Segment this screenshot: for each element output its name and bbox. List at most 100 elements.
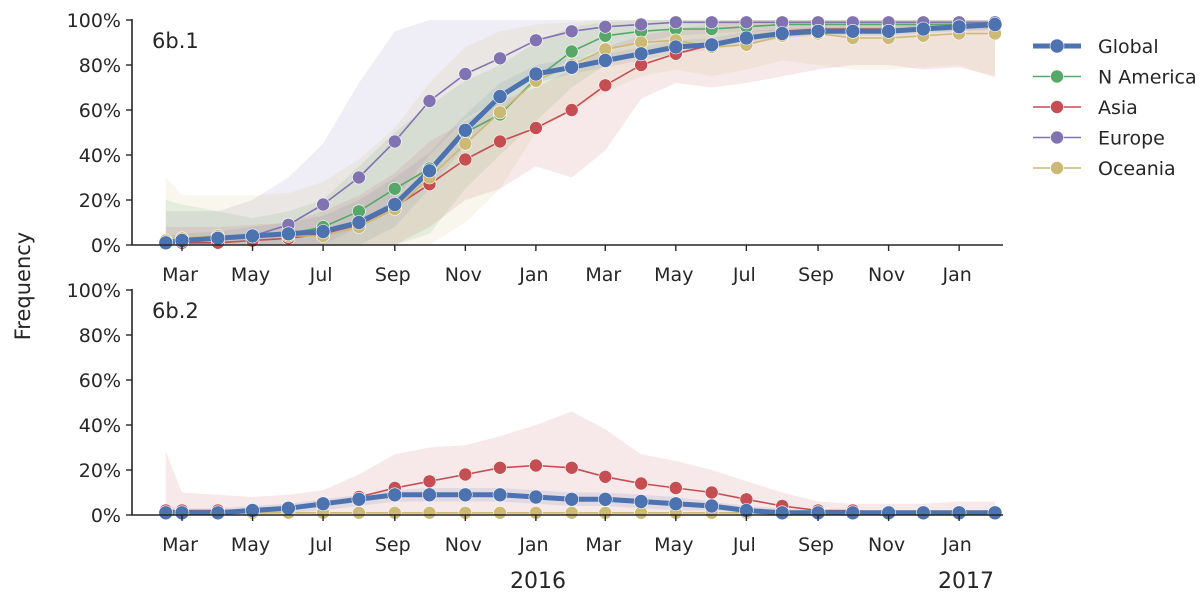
point-global — [492, 487, 508, 503]
y-tick-label: 40% — [79, 415, 121, 437]
panel-6b1: 0% 20% 40% 60% 80% 100% Mar May Jul Sep Nov Jan Mar M… — [67, 10, 1003, 286]
point-global — [668, 39, 684, 55]
point-global — [245, 228, 260, 244]
x-tick-label: Jan — [518, 534, 548, 556]
point-europe — [529, 33, 543, 48]
panel-label: 6b.1 — [152, 29, 199, 53]
point-global — [564, 491, 580, 507]
x-tick-label: May — [654, 534, 693, 556]
y-axis-label: Frequency — [11, 232, 35, 341]
legend-item-n-america: N America — [1033, 67, 1197, 89]
point-global — [951, 19, 967, 35]
point-global — [564, 60, 580, 75]
point-global — [881, 23, 896, 39]
point-global — [597, 491, 613, 507]
x-tick-label: Sep — [798, 534, 834, 556]
point-global — [457, 487, 473, 503]
point-europe — [668, 15, 683, 30]
point-oceania — [564, 505, 579, 520]
point-global — [987, 505, 1003, 521]
y-tick-label: 40% — [79, 145, 121, 167]
point-global — [845, 23, 861, 39]
point-asia — [458, 152, 473, 167]
y-tick-label: 20% — [79, 460, 121, 482]
point-asia — [598, 469, 613, 484]
x-tick-label: Sep — [798, 264, 834, 286]
point-asia — [704, 485, 719, 500]
point-asia — [598, 78, 613, 93]
year-labels: 2016 2017 — [510, 569, 994, 592]
point-global — [915, 21, 931, 37]
point-global — [739, 30, 754, 46]
point-global — [633, 494, 649, 509]
point-global — [845, 505, 861, 521]
x-tick-label: Mar — [162, 264, 198, 286]
x-tick-label: Jul — [309, 534, 333, 556]
y-tick-label: 0% — [91, 505, 121, 527]
point-asia — [493, 134, 507, 149]
y-tick-label: 60% — [79, 370, 121, 392]
point-oceania — [493, 105, 507, 120]
legend: Global N America Asia Europe Oceania — [1033, 36, 1197, 180]
year-label: 2017 — [938, 569, 994, 592]
point-global — [915, 505, 931, 521]
point-global — [281, 226, 296, 242]
x-tick-label: Nov — [868, 264, 905, 286]
legend-label: Oceania — [1098, 158, 1176, 180]
x-tick-label: Nov — [868, 534, 905, 556]
point-asia — [529, 458, 543, 473]
point-oceania — [458, 137, 473, 151]
x-tick-label: Jul — [732, 264, 756, 286]
point-europe — [493, 51, 507, 66]
x-tick-label: May — [231, 534, 270, 556]
band-asia — [165, 411, 996, 515]
point-global — [158, 505, 174, 521]
plot-area — [165, 411, 996, 516]
point-europe — [704, 15, 719, 30]
point-global — [158, 235, 174, 251]
legend-label: Global — [1098, 36, 1159, 58]
point-europe — [564, 24, 579, 39]
y-tick-label: 80% — [79, 55, 121, 77]
x-tick-label: Jan — [941, 534, 971, 556]
legend-marker — [1050, 69, 1064, 84]
point-global — [281, 500, 296, 516]
x-tick-label: Mar — [162, 534, 198, 556]
y-tick-label: 20% — [79, 190, 121, 212]
point-global — [315, 224, 331, 239]
legend-marker — [1050, 130, 1064, 145]
x-tick-label: Jul — [309, 264, 333, 286]
point-global — [528, 489, 544, 505]
point-global — [810, 23, 826, 39]
legend-marker — [1049, 38, 1065, 54]
point-europe — [422, 94, 437, 108]
x-tick-label: May — [654, 264, 693, 286]
legend-label: Asia — [1098, 97, 1138, 119]
x-tick-label: Mar — [585, 534, 621, 556]
point-asia — [564, 460, 579, 475]
point-asia — [458, 467, 473, 482]
point-global — [210, 231, 226, 246]
point-global — [597, 53, 613, 68]
point-global — [668, 496, 684, 512]
point-asia — [564, 103, 579, 117]
point-europe — [352, 170, 366, 185]
point-global — [774, 505, 790, 521]
y-tick-label: 0% — [91, 235, 121, 257]
point-n-america — [564, 44, 579, 59]
x-tick-label: Mar — [585, 264, 621, 286]
point-n-america — [387, 182, 402, 196]
point-global — [210, 505, 226, 521]
point-global — [774, 26, 790, 41]
y-tick-label: 80% — [79, 325, 121, 347]
point-asia — [634, 476, 648, 491]
legend-label: N America — [1098, 67, 1197, 89]
point-oceania — [493, 505, 507, 520]
legend-marker — [1050, 161, 1064, 175]
point-global — [633, 46, 649, 62]
point-europe — [316, 197, 330, 212]
point-asia — [422, 474, 437, 489]
x-tick-label: Jul — [732, 534, 756, 556]
legend-label: Europe — [1098, 128, 1165, 150]
